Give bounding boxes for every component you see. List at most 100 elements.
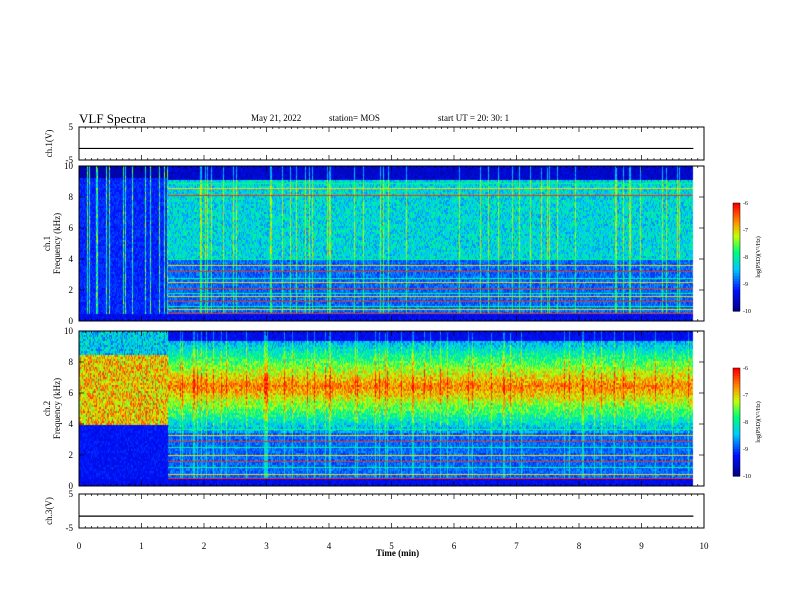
x-tick-label: 2 (202, 541, 207, 551)
colorbar-segment (733, 211, 740, 215)
station-label: station= MOS (329, 113, 380, 123)
colorbar-segment (733, 270, 740, 274)
y-tick-label: 8 (69, 192, 74, 202)
colorbar-segment (733, 473, 740, 477)
colorbar-tick-label: -9 (743, 282, 748, 288)
colorbar-segment (733, 373, 740, 377)
colorbar-segment (733, 457, 740, 461)
y-tick-label: 2 (69, 285, 74, 295)
y-tick-label: 4 (69, 254, 74, 264)
colorbar-tick-label: -6 (743, 366, 748, 372)
figure-title: VLF Spectra (79, 111, 146, 126)
x-tick-label: 4 (327, 541, 332, 551)
colorbar-segment (733, 368, 740, 372)
y-tick-label: 6 (69, 223, 74, 233)
colorbar-segment (733, 251, 740, 255)
y-axis-title: ch.1 (42, 236, 52, 251)
spectrogram-image (79, 331, 704, 486)
colorbar-tick-label: -7 (743, 393, 748, 399)
y-tick-label: 4 (69, 419, 74, 429)
x-tick-label: 10 (700, 541, 710, 551)
x-tick-label: 1 (139, 541, 144, 551)
colorbar-segment (733, 248, 740, 253)
colorbar-tick-label: -7 (743, 228, 748, 234)
x-tick-label: 0 (77, 541, 82, 551)
colorbar-segment (733, 232, 740, 236)
colorbar-segment (733, 265, 740, 269)
y-tick-label: 8 (69, 357, 74, 367)
colorbar-segment (733, 408, 740, 412)
spectrogram-image (79, 166, 704, 321)
colorbar-segment (733, 278, 740, 282)
colorbar-label: log(PSD)(V²/Hz) (755, 401, 762, 442)
colorbar-segment (733, 281, 740, 285)
colorbar-segment (733, 432, 740, 437)
colorbar-segment (733, 381, 740, 385)
y-tick-label: 10 (64, 326, 74, 336)
date-label: May 21, 2022 (251, 113, 302, 123)
colorbar-segment (733, 392, 740, 396)
colorbar-segment (733, 454, 740, 458)
y-tick-label: 10 (64, 161, 74, 171)
colorbar-segment (733, 435, 740, 439)
colorbar-segment (733, 427, 740, 431)
y-tick-label: 0 (69, 481, 74, 491)
colorbar-segment (733, 424, 740, 428)
colorbar-segment (733, 422, 740, 426)
panel-frame (78, 493, 705, 529)
x-tick-label: 9 (639, 541, 644, 551)
colorbar-segment (733, 403, 740, 407)
colorbar-segment (733, 397, 740, 401)
colorbar-segment (733, 230, 740, 234)
colorbar-segment (733, 219, 740, 223)
colorbar-segment (733, 465, 740, 469)
colorbar-segment (733, 254, 740, 258)
x-axis-title: Time (min) (376, 548, 420, 558)
colorbar-segment (733, 257, 740, 261)
colorbar-segment (733, 386, 740, 391)
colorbar-label: log(PSD)(V²/Hz) (755, 236, 762, 277)
y-tick-label: 0 (69, 316, 74, 326)
colorbar-segment (733, 459, 740, 464)
x-tick-label: 8 (577, 541, 582, 551)
colorbar-segment (733, 378, 740, 383)
colorbar-segment (733, 384, 740, 388)
colorbar-segment (733, 221, 740, 226)
colorbar-segment (733, 376, 740, 380)
colorbar-segment (733, 227, 740, 231)
colorbar-segment (733, 213, 740, 218)
colorbar-segment (733, 224, 740, 228)
y-tick-label: 2 (69, 450, 74, 460)
colorbar-segment (733, 302, 740, 307)
y-axis-title: Frequency (kHz) (52, 213, 62, 274)
colorbar-segment (733, 262, 740, 266)
y-tick-label: 5 (69, 489, 74, 499)
colorbar-segment (733, 305, 740, 309)
colorbar-segment (733, 243, 740, 247)
colorbar-segment (733, 267, 740, 272)
colorbar-segment (733, 419, 740, 423)
colorbar-segment (733, 289, 740, 293)
colorbar-segment (733, 275, 740, 280)
colorbar-segment (733, 235, 740, 239)
colorbar-segment (733, 440, 740, 445)
colorbar-segment (733, 308, 740, 312)
colorbar-segment (733, 462, 740, 466)
y-tick-label: 5 (69, 122, 74, 132)
colorbar-segment (733, 400, 740, 404)
colorbar-segment (733, 416, 740, 420)
colorbar-segment (733, 294, 740, 299)
y-tick-label: -5 (66, 523, 74, 533)
colorbar-frame (732, 367, 741, 477)
y-axis-title: ch.2 (42, 401, 52, 416)
y-axis-title: ch.1(V) (44, 130, 54, 158)
colorbar-segment (733, 370, 740, 374)
x-tick-label: 5 (389, 541, 394, 551)
colorbar-segment (733, 259, 740, 263)
x-tick-label: 6 (452, 541, 457, 551)
colorbar-tick-label: -8 (743, 420, 748, 426)
colorbar-segment (733, 297, 740, 301)
colorbar-segment (733, 284, 740, 288)
colorbar-tick-label: -10 (743, 474, 751, 480)
y-tick-label: 6 (69, 388, 74, 398)
